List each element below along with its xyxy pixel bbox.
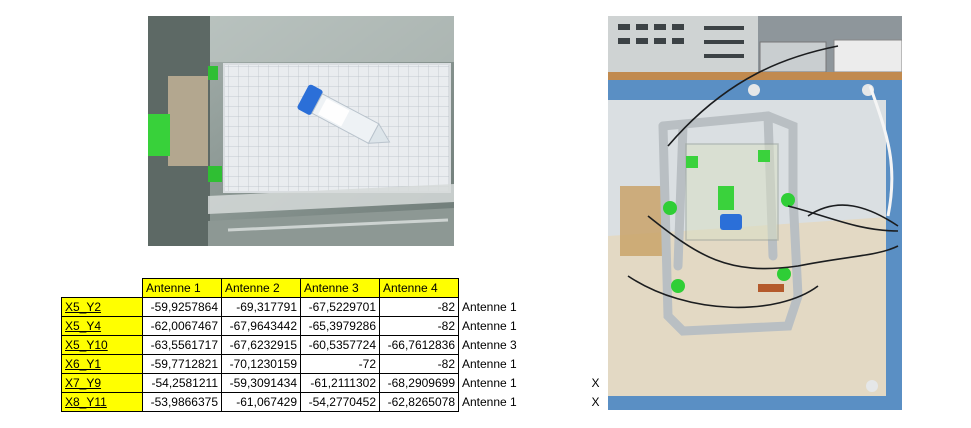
best-antenna: Antenne 1 [462, 319, 517, 333]
rssi-value: -82 [379, 316, 459, 336]
best-antenna: Antenne 1 [462, 395, 517, 409]
best-antenna: Antenne 3 [462, 338, 517, 352]
chamber-top-view-photo [148, 16, 454, 246]
rssi-value: -59,7712821 [142, 354, 222, 374]
rssi-value: -82 [379, 354, 459, 374]
antenna-rig-illustration [608, 16, 902, 410]
rssi-value: -72 [300, 354, 380, 374]
rssi-value: -67,5229701 [300, 297, 380, 317]
rssi-value: -68,2909699 [379, 373, 459, 393]
table-row: X5_Y2 -59,9257864 -69,317791 -67,5229701… [61, 297, 619, 317]
best-antenna: Antenne 1 [462, 357, 517, 371]
position-label: X5_Y4 [61, 316, 143, 336]
mismatch-mark [589, 298, 619, 317]
rssi-table: Antenne 1 Antenne 2 Antenne 3 Antenne 4 … [61, 278, 619, 412]
rssi-spreadsheet: Antenne 1 Antenne 2 Antenne 3 Antenne 4 … [61, 278, 619, 412]
rssi-value: -70,1230159 [221, 354, 301, 374]
mismatch-mark [589, 317, 619, 336]
position-label: X5_Y10 [61, 335, 143, 355]
table-row: X5_Y10 -63,5561717 -67,6232915 -60,53577… [61, 335, 619, 355]
rssi-value: -63,5561717 [142, 335, 222, 355]
position-label: X5_Y2 [61, 297, 143, 317]
rssi-value: -61,067429 [221, 392, 301, 412]
column-header: Antenne 3 [300, 278, 380, 298]
rssi-value: -67,9643442 [221, 316, 301, 336]
mismatch-mark: X [591, 376, 600, 390]
table-row: X6_Y1 -59,7712821 -70,1230159 -72 -82 An… [61, 354, 619, 374]
rssi-value: -62,0067467 [142, 316, 222, 336]
rssi-value: -66,7612836 [379, 335, 459, 355]
position-label: X6_Y1 [61, 354, 143, 374]
rssi-value: -53,9866375 [142, 392, 222, 412]
table-row: X7_Y9 -54,2581211 -59,3091434 -61,211130… [61, 373, 619, 393]
rssi-value: -60,5357724 [300, 335, 380, 355]
mismatch-mark: X [591, 395, 600, 409]
position-label: X7_Y9 [61, 373, 143, 393]
rssi-value: -59,3091434 [221, 373, 301, 393]
mismatch-mark [589, 336, 619, 355]
antenna-rig-photo [608, 16, 902, 410]
table-row: X5_Y4 -62,0067467 -67,9643442 -65,397928… [61, 316, 619, 336]
column-header: Antenne 2 [221, 278, 301, 298]
rssi-value: -82 [379, 297, 459, 317]
rssi-value: -62,8265078 [379, 392, 459, 412]
rssi-value: -54,2770452 [300, 392, 380, 412]
table-row: X8_Y11 -53,9866375 -61,067429 -54,277045… [61, 392, 619, 412]
best-antenna: Antenne 1 [462, 300, 517, 314]
rssi-value: -67,6232915 [221, 335, 301, 355]
column-header: Antenne 1 [142, 278, 222, 298]
rssi-value: -69,317791 [221, 297, 301, 317]
rssi-value: -65,3979286 [300, 316, 380, 336]
chamber-top-view-illustration [148, 16, 454, 246]
rssi-value: -54,2581211 [142, 373, 222, 393]
rssi-value: -61,2111302 [300, 373, 380, 393]
best-antenna: Antenne 1 [462, 376, 517, 390]
rssi-value: -59,9257864 [142, 297, 222, 317]
corner-cell [62, 279, 143, 298]
position-label: X8_Y11 [61, 392, 143, 412]
header-row: Antenne 1 Antenne 2 Antenne 3 Antenne 4 [62, 278, 619, 298]
mismatch-mark [589, 355, 619, 374]
column-header: Antenne 4 [379, 278, 459, 298]
